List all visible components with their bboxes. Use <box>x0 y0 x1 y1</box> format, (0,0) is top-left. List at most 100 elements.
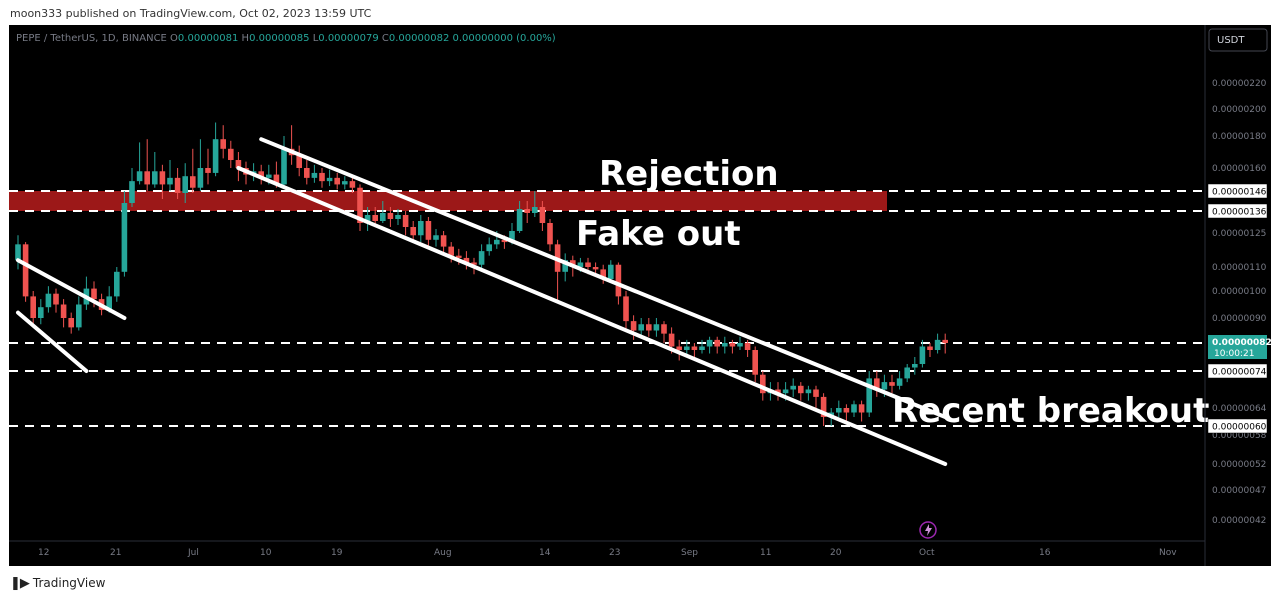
trend-line[interactable] <box>16 310 89 373</box>
candle-body <box>760 374 766 394</box>
candle-body <box>547 223 553 245</box>
level-label: 0.00000146 <box>1212 188 1267 198</box>
candle-body <box>630 321 637 331</box>
candle-body <box>129 181 135 203</box>
x-tick-label: 14 <box>539 548 551 558</box>
trend-line[interactable] <box>236 166 948 466</box>
candle-body <box>30 296 36 318</box>
candle-body <box>319 172 325 182</box>
candle-body <box>790 385 796 390</box>
lightning-glyph <box>925 524 932 536</box>
candle-body <box>927 346 933 350</box>
candle-body <box>144 171 150 185</box>
trend-line[interactable] <box>259 137 948 419</box>
candle-body <box>273 174 280 185</box>
y-tick-label: 0.00000042 <box>1212 516 1266 526</box>
candle-body <box>623 296 629 322</box>
level-label: 0.00000060 <box>1212 423 1267 433</box>
y-tick-label: 0.00000052 <box>1212 460 1266 470</box>
candle-body <box>615 264 622 297</box>
candle-body <box>874 378 880 390</box>
candle-body <box>653 324 660 331</box>
candle-body <box>76 304 82 328</box>
candle-body <box>881 382 888 390</box>
candle-body <box>782 389 789 394</box>
candle-body <box>463 257 470 263</box>
candle-body <box>858 404 865 413</box>
candle-body <box>45 293 52 308</box>
candle-body <box>896 378 903 386</box>
candle-body <box>866 378 872 413</box>
candle-body <box>326 177 333 182</box>
candle-body <box>539 207 546 223</box>
footer-brand: TradingView <box>32 576 106 590</box>
annotation-text: Recent breakout <box>892 391 1209 431</box>
candle-body <box>934 339 941 350</box>
level-label: 0.00000074 <box>1212 368 1267 378</box>
candle-body <box>577 262 584 267</box>
y-tick-label: 0.00000058 <box>1212 431 1267 441</box>
candle-body <box>357 187 363 223</box>
candle-body <box>38 307 44 318</box>
y-tick-label: 0.00000090 <box>1212 314 1267 324</box>
candle-body <box>152 171 158 185</box>
candle-body <box>342 181 348 185</box>
level-label-box <box>1207 203 1268 219</box>
candle-body <box>228 148 234 160</box>
candle-body <box>121 203 128 272</box>
candle-body <box>668 333 675 347</box>
tradingview-logo-icon: ❚▶ <box>10 575 30 591</box>
candle-body <box>281 148 287 185</box>
candle-body <box>53 293 59 305</box>
x-tick-label: 12 <box>38 548 49 558</box>
candle-body <box>729 343 736 347</box>
annotation-text: Rejection <box>599 154 779 194</box>
candle-body <box>608 264 614 279</box>
lightning-icon[interactable] <box>919 521 937 539</box>
x-tick-label: Nov <box>1159 548 1177 558</box>
candle-body <box>433 235 439 240</box>
x-tick-label: 19 <box>331 548 343 558</box>
publish-info: moon333 published on TradingView.com, Oc… <box>10 7 372 20</box>
candle-body <box>737 343 743 347</box>
candle-body <box>167 177 173 185</box>
candle-body <box>106 296 112 310</box>
y-tick-label: 0.00000200 <box>1212 105 1267 115</box>
trend-line[interactable] <box>16 258 127 320</box>
x-tick-label: 10 <box>260 548 272 558</box>
y-tick-label: 0.00000160 <box>1212 164 1267 174</box>
candle-body <box>691 346 698 350</box>
candle-body <box>68 318 74 328</box>
candle-body <box>418 221 424 236</box>
candle-body <box>159 171 166 185</box>
candle-body <box>600 269 606 279</box>
candle-body <box>585 262 591 267</box>
candle-body <box>311 172 318 178</box>
level-label: 0.00000136 <box>1212 208 1267 218</box>
chart-frame[interactable]: Rejection Fake out Recent breakout 0.00000… <box>9 25 1271 566</box>
last-price-badge <box>1208 335 1267 359</box>
candle-body <box>304 168 310 178</box>
candlestick-chart[interactable]: Rejection Fake out Recent breakout 0.00000… <box>9 25 1271 566</box>
currency-button[interactable] <box>1208 28 1268 52</box>
candle-body <box>744 343 751 350</box>
candle-body <box>364 215 371 223</box>
candle-body <box>15 244 21 261</box>
candle-body <box>197 168 204 188</box>
candle-body <box>532 207 538 213</box>
y-tick-label: 0.00000220 <box>1212 79 1267 89</box>
annotation-text: Fake out <box>576 214 741 254</box>
x-tick-label: 23 <box>609 548 620 558</box>
x-tick-label: Sep <box>681 548 698 558</box>
candle-body <box>798 385 804 394</box>
candle-body <box>889 382 895 386</box>
candle-body <box>478 251 485 265</box>
x-tick-label: 20 <box>830 548 842 558</box>
x-tick-label: 16 <box>1039 548 1051 558</box>
level-label-box <box>1207 363 1268 379</box>
y-tick-label: 0.00000047 <box>1212 486 1266 496</box>
candle-body <box>410 227 416 236</box>
candle-body <box>486 244 492 252</box>
x-tick-label: 21 <box>110 548 121 558</box>
candle-body <box>501 239 508 243</box>
